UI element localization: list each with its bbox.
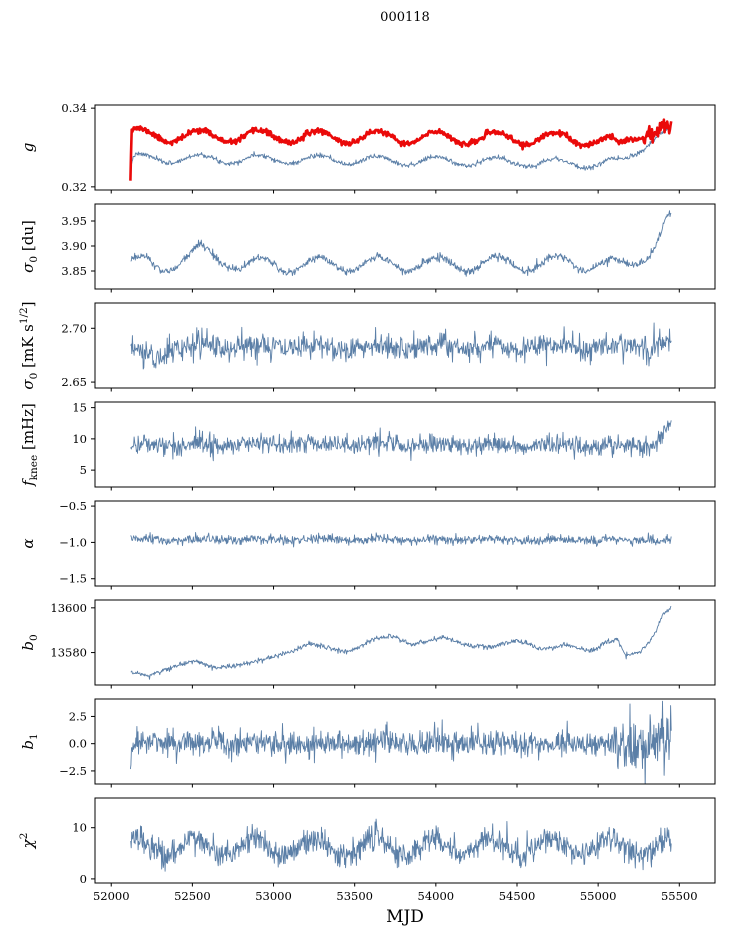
xtick-label: 54500 [499,889,536,903]
series-chi2 [130,818,672,872]
xtick-label: 55000 [580,889,617,903]
ylabel-b0: b0 [19,634,40,650]
series-b0 [130,605,672,680]
ytick-label: 13600 [50,601,87,615]
ytick-label: 15 [72,401,87,415]
ytick-label: −1.5 [59,572,87,586]
panel-frame-b0 [94,599,716,686]
xtick-label: 52500 [174,889,211,903]
series-g-smoothed [129,118,673,181]
series-g-uncorrected [129,124,672,171]
ytick-label: 10 [72,821,87,835]
ytick-label: 3.85 [61,264,87,278]
xtick-label: 52000 [93,889,130,903]
ytick-label: 0.0 [69,737,87,751]
ylabel-g: g [19,143,37,153]
series-b1 [129,700,672,784]
ytick-label: 10 [72,432,87,446]
panel-frame-chi2 [94,797,716,884]
xtick-label: 53000 [255,889,292,903]
ytick-label: 0.34 [61,101,87,115]
ylabel-alpha: α [19,538,37,548]
ytick-label: −0.5 [59,499,87,513]
panel-frame-g [94,104,716,191]
panel-frame-sigma0_mK [94,302,716,389]
xtick-label: 54000 [418,889,455,903]
series-sigma0-mK [130,322,672,370]
panel-frame-alpha [94,500,716,587]
ytick-label: 13580 [50,646,87,660]
ytick-label: 2.65 [61,375,87,389]
xtick-label: 55500 [661,889,698,903]
ytick-label: −1.0 [59,535,87,549]
ytick-label: 5 [80,463,87,477]
panel-frame-b1 [94,698,716,785]
ylabel-chi2: χ2 [18,833,37,850]
ytick-label: 0.32 [61,180,87,194]
ylabel-f_knee: fknee [mHz] [19,403,40,487]
xaxis-label: MJD [386,907,424,927]
panel-frame-f_knee [94,401,716,488]
xtick-label: 53500 [336,889,373,903]
ytick-label: 0 [80,872,87,886]
ylabel-sigma0_du: σ0 [du] [19,220,40,273]
ytick-label: 3.90 [61,239,87,253]
figure-title: 000118 [380,10,430,25]
ytick-label: 2.70 [61,321,87,335]
ytick-label: 3.95 [61,214,87,228]
series-sigma0-du [130,210,672,277]
ylabel-sigma0_mK: σ0 [mK s1/2] [18,301,40,389]
ylabel-b1: b1 [19,733,40,749]
panel-frame-sigma0_du [94,203,716,290]
ytick-label: 2.5 [69,709,87,723]
ytick-label: −2.5 [59,764,87,778]
series-f-knee [130,420,672,462]
series-alpha [130,532,672,548]
